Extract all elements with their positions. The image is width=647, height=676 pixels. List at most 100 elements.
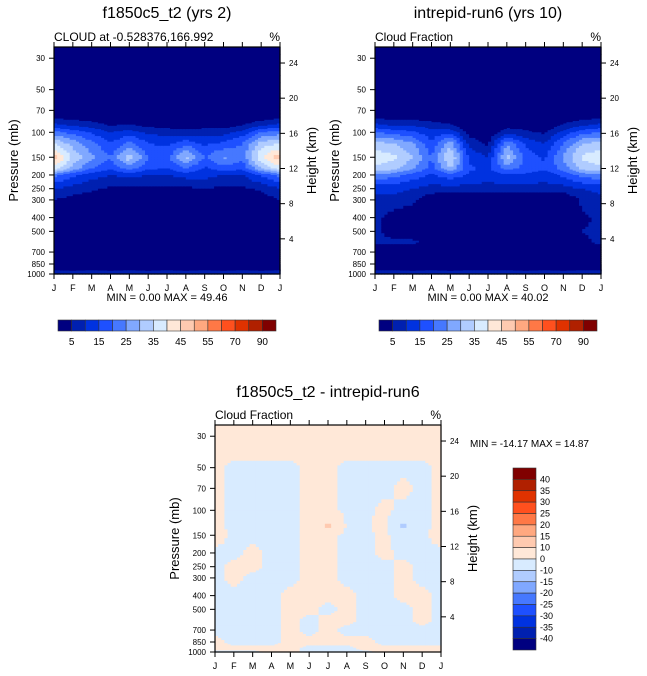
contour-cell	[138, 82, 143, 91]
contour-cell	[179, 111, 184, 114]
contour-cell	[151, 117, 156, 120]
contour-cell	[54, 120, 58, 123]
contour-cell	[192, 115, 196, 118]
contour-cell	[141, 113, 146, 116]
contour-cell	[270, 114, 275, 117]
contour-cell	[91, 61, 96, 69]
contour-cell	[220, 114, 225, 117]
contour-cell	[188, 68, 193, 77]
contour-cell	[79, 68, 83, 77]
contour-cell	[188, 75, 193, 84]
contour-cell	[170, 93, 174, 98]
contour-cell	[69, 124, 74, 127]
contour-cell	[88, 75, 93, 84]
contour-cell	[273, 82, 278, 91]
contour-cell	[123, 82, 127, 91]
contour-cell	[204, 111, 209, 114]
contour-cell	[101, 117, 105, 120]
contour-cell	[273, 113, 278, 116]
contour-cell	[110, 82, 115, 91]
contour-cell	[188, 100, 193, 105]
contour-cell	[270, 82, 275, 91]
contour-cell	[160, 82, 165, 91]
contour-cell	[207, 96, 212, 101]
contour-cell	[104, 68, 108, 77]
contour-cell	[179, 54, 184, 62]
contour-cell	[91, 82, 96, 91]
contour-cell	[154, 103, 159, 108]
contour-cell	[79, 93, 83, 98]
contour-cell	[145, 113, 149, 116]
contour-cell	[160, 106, 165, 111]
contour-cell	[192, 93, 196, 98]
contour-cell	[119, 75, 124, 84]
contour-cell	[236, 100, 240, 105]
contour-cell	[119, 115, 124, 118]
contour-cell	[145, 93, 149, 98]
contour-cell	[82, 93, 86, 98]
contour-cell	[195, 111, 199, 114]
contour-cell	[195, 103, 199, 108]
contour-cell	[79, 117, 83, 120]
contour-cell	[254, 100, 259, 105]
contour-cell	[229, 110, 234, 113]
contour-cell	[60, 96, 65, 101]
contour-cell	[248, 114, 253, 117]
contour-cell	[201, 106, 206, 111]
contour-cell	[176, 96, 181, 101]
contour-cell	[141, 111, 146, 114]
contour-cell	[273, 68, 278, 77]
contour-cell	[245, 100, 250, 105]
contour-cell	[141, 96, 146, 101]
contour-cell	[69, 68, 74, 77]
contour-cell	[201, 47, 206, 55]
contour-cell	[210, 115, 215, 118]
contour-cell	[185, 113, 190, 116]
contour-cell	[248, 75, 253, 84]
contour-cell	[264, 117, 269, 120]
contour-cell	[185, 82, 190, 91]
contour-cell	[113, 54, 118, 62]
contour-cell	[69, 123, 74, 126]
contour-cell	[185, 61, 190, 69]
contour-cell	[57, 93, 61, 98]
contour-cell	[54, 82, 58, 91]
contour-cell	[141, 100, 146, 105]
contour-cell	[135, 113, 140, 116]
contour-cell	[54, 103, 58, 108]
contour-cell	[145, 106, 149, 111]
contour-cell	[60, 123, 65, 126]
contour-cell	[220, 93, 225, 98]
contour-cell	[167, 111, 171, 114]
contour-cell	[185, 103, 190, 108]
contour-cell	[129, 54, 134, 62]
contour-cell	[182, 68, 187, 77]
contour-cell	[60, 61, 65, 69]
contour-cell	[198, 115, 203, 118]
contour-cell	[210, 47, 215, 55]
contour-cell	[236, 47, 240, 55]
contour-cell	[135, 93, 140, 98]
contour-cell	[126, 68, 130, 77]
contour-cell	[214, 93, 218, 98]
contour-cell	[82, 68, 86, 77]
contour-cell	[119, 100, 124, 105]
contour-cell	[101, 89, 105, 94]
contour-cell	[207, 68, 212, 77]
contour-cell	[264, 115, 269, 118]
plot-p1: f1850c5_t2 (yrs 2)CLOUD at -0.528376,166…	[6, 5, 319, 304]
contour-cell	[141, 68, 146, 77]
contour-cell	[273, 117, 278, 120]
contour-cell	[204, 93, 209, 98]
contour-cell	[151, 96, 156, 101]
contour-cell	[54, 68, 58, 77]
contour-cell	[97, 114, 102, 117]
contour-cell	[198, 114, 203, 117]
contour-cell	[273, 100, 278, 105]
contour-cell	[198, 54, 203, 62]
contour-cell	[66, 75, 71, 84]
contour-cell	[251, 68, 256, 77]
contour-cell	[154, 110, 159, 113]
contour-cell	[79, 89, 83, 94]
contour-cell	[66, 54, 71, 62]
